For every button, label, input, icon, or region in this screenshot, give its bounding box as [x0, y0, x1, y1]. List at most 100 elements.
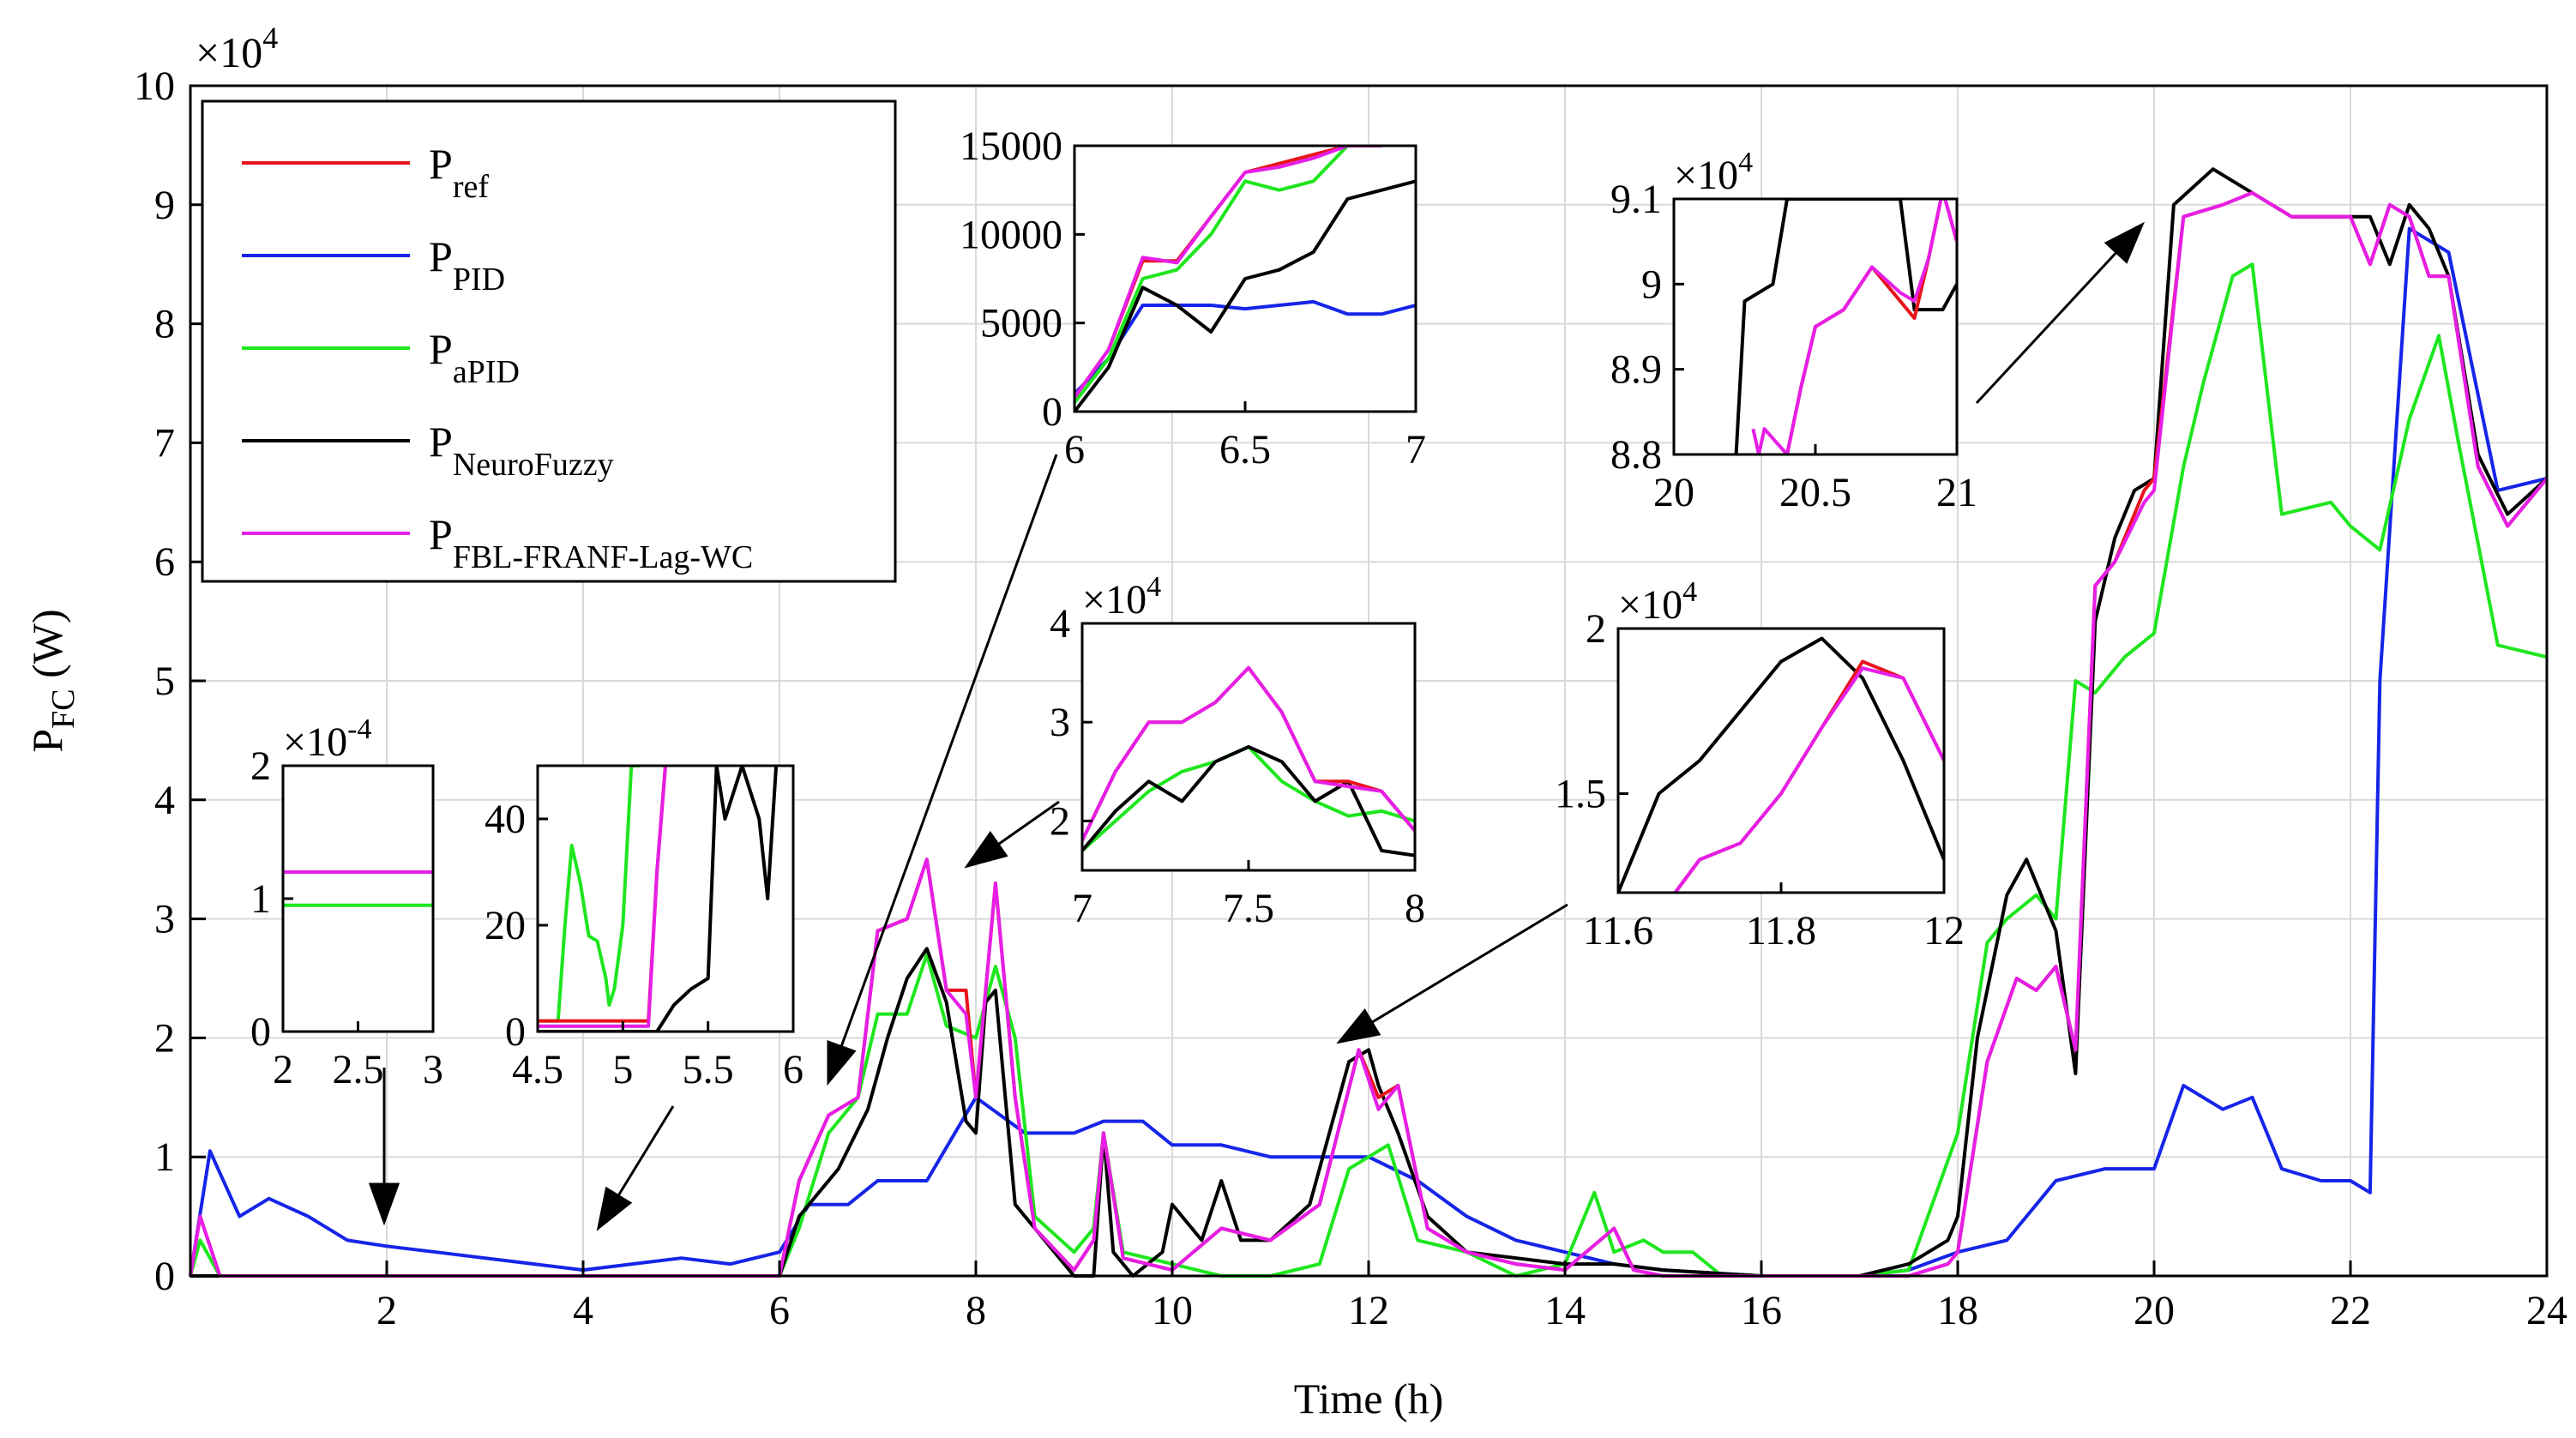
arrow-head: [2104, 221, 2145, 264]
annotation-arrow: [1370, 903, 1568, 1024]
inset-series: [1618, 636, 1944, 893]
exponent-label: ×104: [196, 21, 278, 76]
inset-y-tick-label: 0: [1042, 389, 1062, 435]
inset-y-tick-label: 1: [250, 876, 271, 922]
inset-series-line: [1074, 299, 1416, 395]
arrow-head: [1336, 1008, 1381, 1044]
inset-series-line: [1734, 199, 1957, 454]
arrow-head: [596, 1186, 633, 1231]
y-tick-label: 3: [154, 897, 175, 942]
inset-series: [1734, 199, 1957, 454]
y-tick-label: 9: [154, 183, 175, 228]
series-line-p-neurofuzzy: [190, 167, 2549, 1278]
inset-x-tick-label: 4.5: [512, 1047, 563, 1092]
inset-x-tick-label: 6: [1064, 427, 1085, 472]
inset-background: [1618, 629, 1944, 893]
inset-background: [283, 766, 433, 1032]
inset-x-tick-label: 7: [1072, 886, 1092, 931]
legend-label: PFBL-FRANF-Lag-WC: [429, 510, 753, 575]
inset-a: 2 2.5 3 0 1 2 ×10-4: [250, 713, 443, 1092]
inset-series-line: [1673, 666, 1944, 893]
inset-y-tick-label: 9.1: [1610, 177, 1662, 222]
x-tick-label: 6: [769, 1288, 790, 1333]
y-axis-label: PFC (W): [23, 609, 81, 752]
inset-y-tick-label: 40: [485, 797, 526, 842]
inset-series-line: [1074, 146, 1382, 404]
inset-b: 4.5 5 5.5 6 0 20 40: [485, 764, 803, 1092]
inset-y-tick-label: 9: [1641, 262, 1662, 307]
annotation-arrow: [840, 454, 1058, 1048]
y-tick-label: 7: [154, 420, 175, 466]
inset-y-tick-label: 4: [1050, 601, 1070, 647]
inset-series: [1074, 146, 1416, 412]
inset-exponent-label: ×104: [1082, 571, 1161, 623]
inset-y-tick-label: 8.9: [1610, 347, 1662, 393]
inset-y-tick-label: 10000: [960, 212, 1062, 257]
inset-series-line: [1082, 745, 1415, 857]
inset-exponent-label: ×10-4: [283, 713, 371, 765]
x-tick-label: 8: [966, 1288, 986, 1333]
x-tick-label: 16: [1741, 1288, 1782, 1333]
inset-series-line: [538, 766, 667, 1028]
y-tick-label: 8: [154, 302, 175, 347]
y-tick-label: 10: [134, 63, 175, 109]
inset-d: 7 7.5 8 2 3 4 ×104: [1050, 571, 1425, 931]
inset-series-line: [1751, 199, 1957, 454]
inset-x-tick-label: 6: [783, 1047, 803, 1092]
inset-x-tick-label: 6.5: [1219, 427, 1271, 472]
inset-series: [1082, 665, 1415, 857]
arrow-head: [827, 1040, 857, 1086]
inset-y-tick-label: 0: [250, 1009, 271, 1055]
annotation-arrows: [368, 221, 2145, 1231]
inset-x-tick-label: 3: [423, 1047, 443, 1092]
inset-x-tick-label: 11.6: [1583, 908, 1653, 954]
inset-x-tick-label: 20: [1653, 470, 1694, 515]
annotation-arrow: [1975, 251, 2118, 405]
inset-series-line: [1074, 146, 1382, 399]
inset-series: [283, 870, 433, 907]
annotation-arrow: [997, 800, 1060, 845]
x-tick-label: 18: [1937, 1288, 1978, 1333]
series-line-p-pid: [189, 226, 2548, 1278]
y-tick-label: 1: [154, 1134, 175, 1180]
legend-label: PaPID: [429, 325, 520, 390]
inset-y-tick-label: 8.8: [1610, 432, 1662, 478]
legend-label: Pref: [429, 140, 489, 205]
inset-y-tick-label: 3: [1050, 700, 1070, 745]
inset-frame: [536, 764, 795, 1033]
inset-y-tick-label: 0: [505, 1009, 526, 1055]
x-tick-label: 24: [2526, 1288, 2567, 1333]
inset-x-tick-label: 8: [1405, 886, 1425, 931]
inset-series-line: [1618, 636, 1944, 893]
x-axis-label: Time (h): [1294, 1375, 1444, 1423]
inset-background: [538, 766, 793, 1032]
arrow-head: [964, 831, 1008, 869]
inset-x-tick-label: 5.5: [683, 1047, 734, 1092]
y-tick-label: 5: [154, 659, 175, 704]
x-tick-label: 22: [2330, 1288, 2371, 1333]
inset-y-tick-label: 2: [1050, 798, 1070, 844]
inset-x-tick-label: 11.8: [1746, 908, 1816, 954]
inset-x-tick-label: 2.5: [333, 1047, 384, 1092]
y-tick-label: 0: [154, 1254, 175, 1299]
inset-x-tick-label: 5: [612, 1047, 633, 1092]
inset-c: 6 6.5 7 0 5000 10000 15000: [960, 123, 1426, 472]
x-tick-label: 12: [1348, 1288, 1389, 1333]
inset-x-tick-label: 20.5: [1779, 470, 1851, 515]
inset-y-tick-label: 1.5: [1555, 772, 1606, 817]
inset-y-tick-label: 2: [1586, 606, 1606, 652]
x-tick-label: 10: [1152, 1288, 1193, 1333]
y-tick-label: 4: [154, 778, 175, 823]
x-tick-label: 2: [376, 1288, 397, 1333]
inset-series-line: [538, 766, 779, 1032]
inset-exponent-label: ×104: [1618, 576, 1697, 628]
inset-y-tick-label: 2: [250, 743, 271, 789]
inset-x-tick-label: 7.5: [1223, 886, 1274, 931]
inset-exponent-label: ×104: [1674, 147, 1753, 198]
legend-label: PPID: [429, 232, 505, 298]
legend: Pref PPID PaPID PNeuroFuzzy PFBL-FRANF-Lag-W…: [201, 99, 897, 583]
x-tick-label: 4: [573, 1288, 593, 1333]
